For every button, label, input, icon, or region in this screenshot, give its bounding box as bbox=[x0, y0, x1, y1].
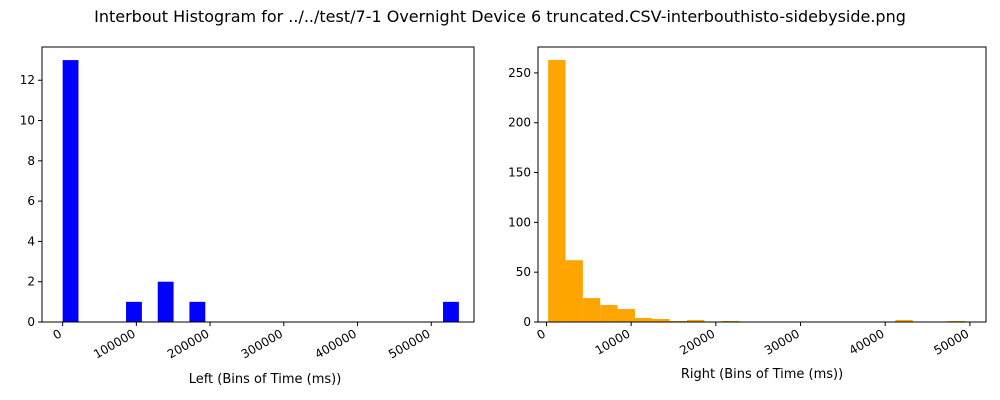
right-bar-2 bbox=[582, 298, 601, 322]
left-bar-1 bbox=[126, 301, 142, 322]
right-y-tick-label: 150 bbox=[508, 166, 531, 180]
right-bar-6 bbox=[652, 319, 670, 322]
right-bar-1 bbox=[565, 260, 583, 322]
right-y-tick-label: 0 bbox=[523, 315, 531, 329]
left-bar-2 bbox=[157, 281, 174, 322]
left-x-axis-label: Left (Bins of Time (ms)) bbox=[189, 372, 342, 387]
right-bar-10 bbox=[895, 320, 913, 322]
right-bar-0 bbox=[548, 59, 566, 322]
left-y-tick-label: 4 bbox=[27, 234, 35, 248]
right-bar-3 bbox=[600, 305, 618, 322]
right-y-ticks: 0 50 100 150 200 250 bbox=[508, 66, 538, 329]
left-bar-3 bbox=[189, 301, 206, 322]
figure-title: Interbout Histogram for ../../test/7-1 O… bbox=[94, 7, 906, 26]
right-x-axis-label: Right (Bins of Time (ms)) bbox=[681, 367, 843, 382]
right-y-tick-label: 250 bbox=[508, 66, 531, 80]
left-y-tick-label: 12 bbox=[20, 73, 35, 87]
right-bars bbox=[548, 59, 965, 322]
right-bar-8 bbox=[687, 320, 705, 322]
left-y-tick-label: 0 bbox=[27, 315, 35, 329]
left-y-ticks: 0 2 4 6 8 10 12 bbox=[20, 73, 42, 329]
right-plot-frame bbox=[537, 46, 987, 323]
left-y-tick-label: 10 bbox=[20, 114, 35, 128]
right-bar-4 bbox=[617, 309, 635, 322]
left-bars bbox=[62, 60, 459, 322]
right-y-tick-label: 200 bbox=[508, 116, 531, 130]
left-bar-0 bbox=[62, 60, 79, 322]
left-y-tick-label: 2 bbox=[27, 275, 35, 289]
left-plot-frame bbox=[41, 46, 475, 323]
left-bar-4 bbox=[443, 301, 459, 322]
right-bar-5 bbox=[634, 318, 653, 322]
right-y-tick-label: 50 bbox=[516, 265, 531, 279]
right-y-tick-label: 100 bbox=[508, 215, 531, 229]
left-y-tick-label: 6 bbox=[27, 194, 35, 208]
left-y-tick-label: 8 bbox=[27, 154, 35, 168]
